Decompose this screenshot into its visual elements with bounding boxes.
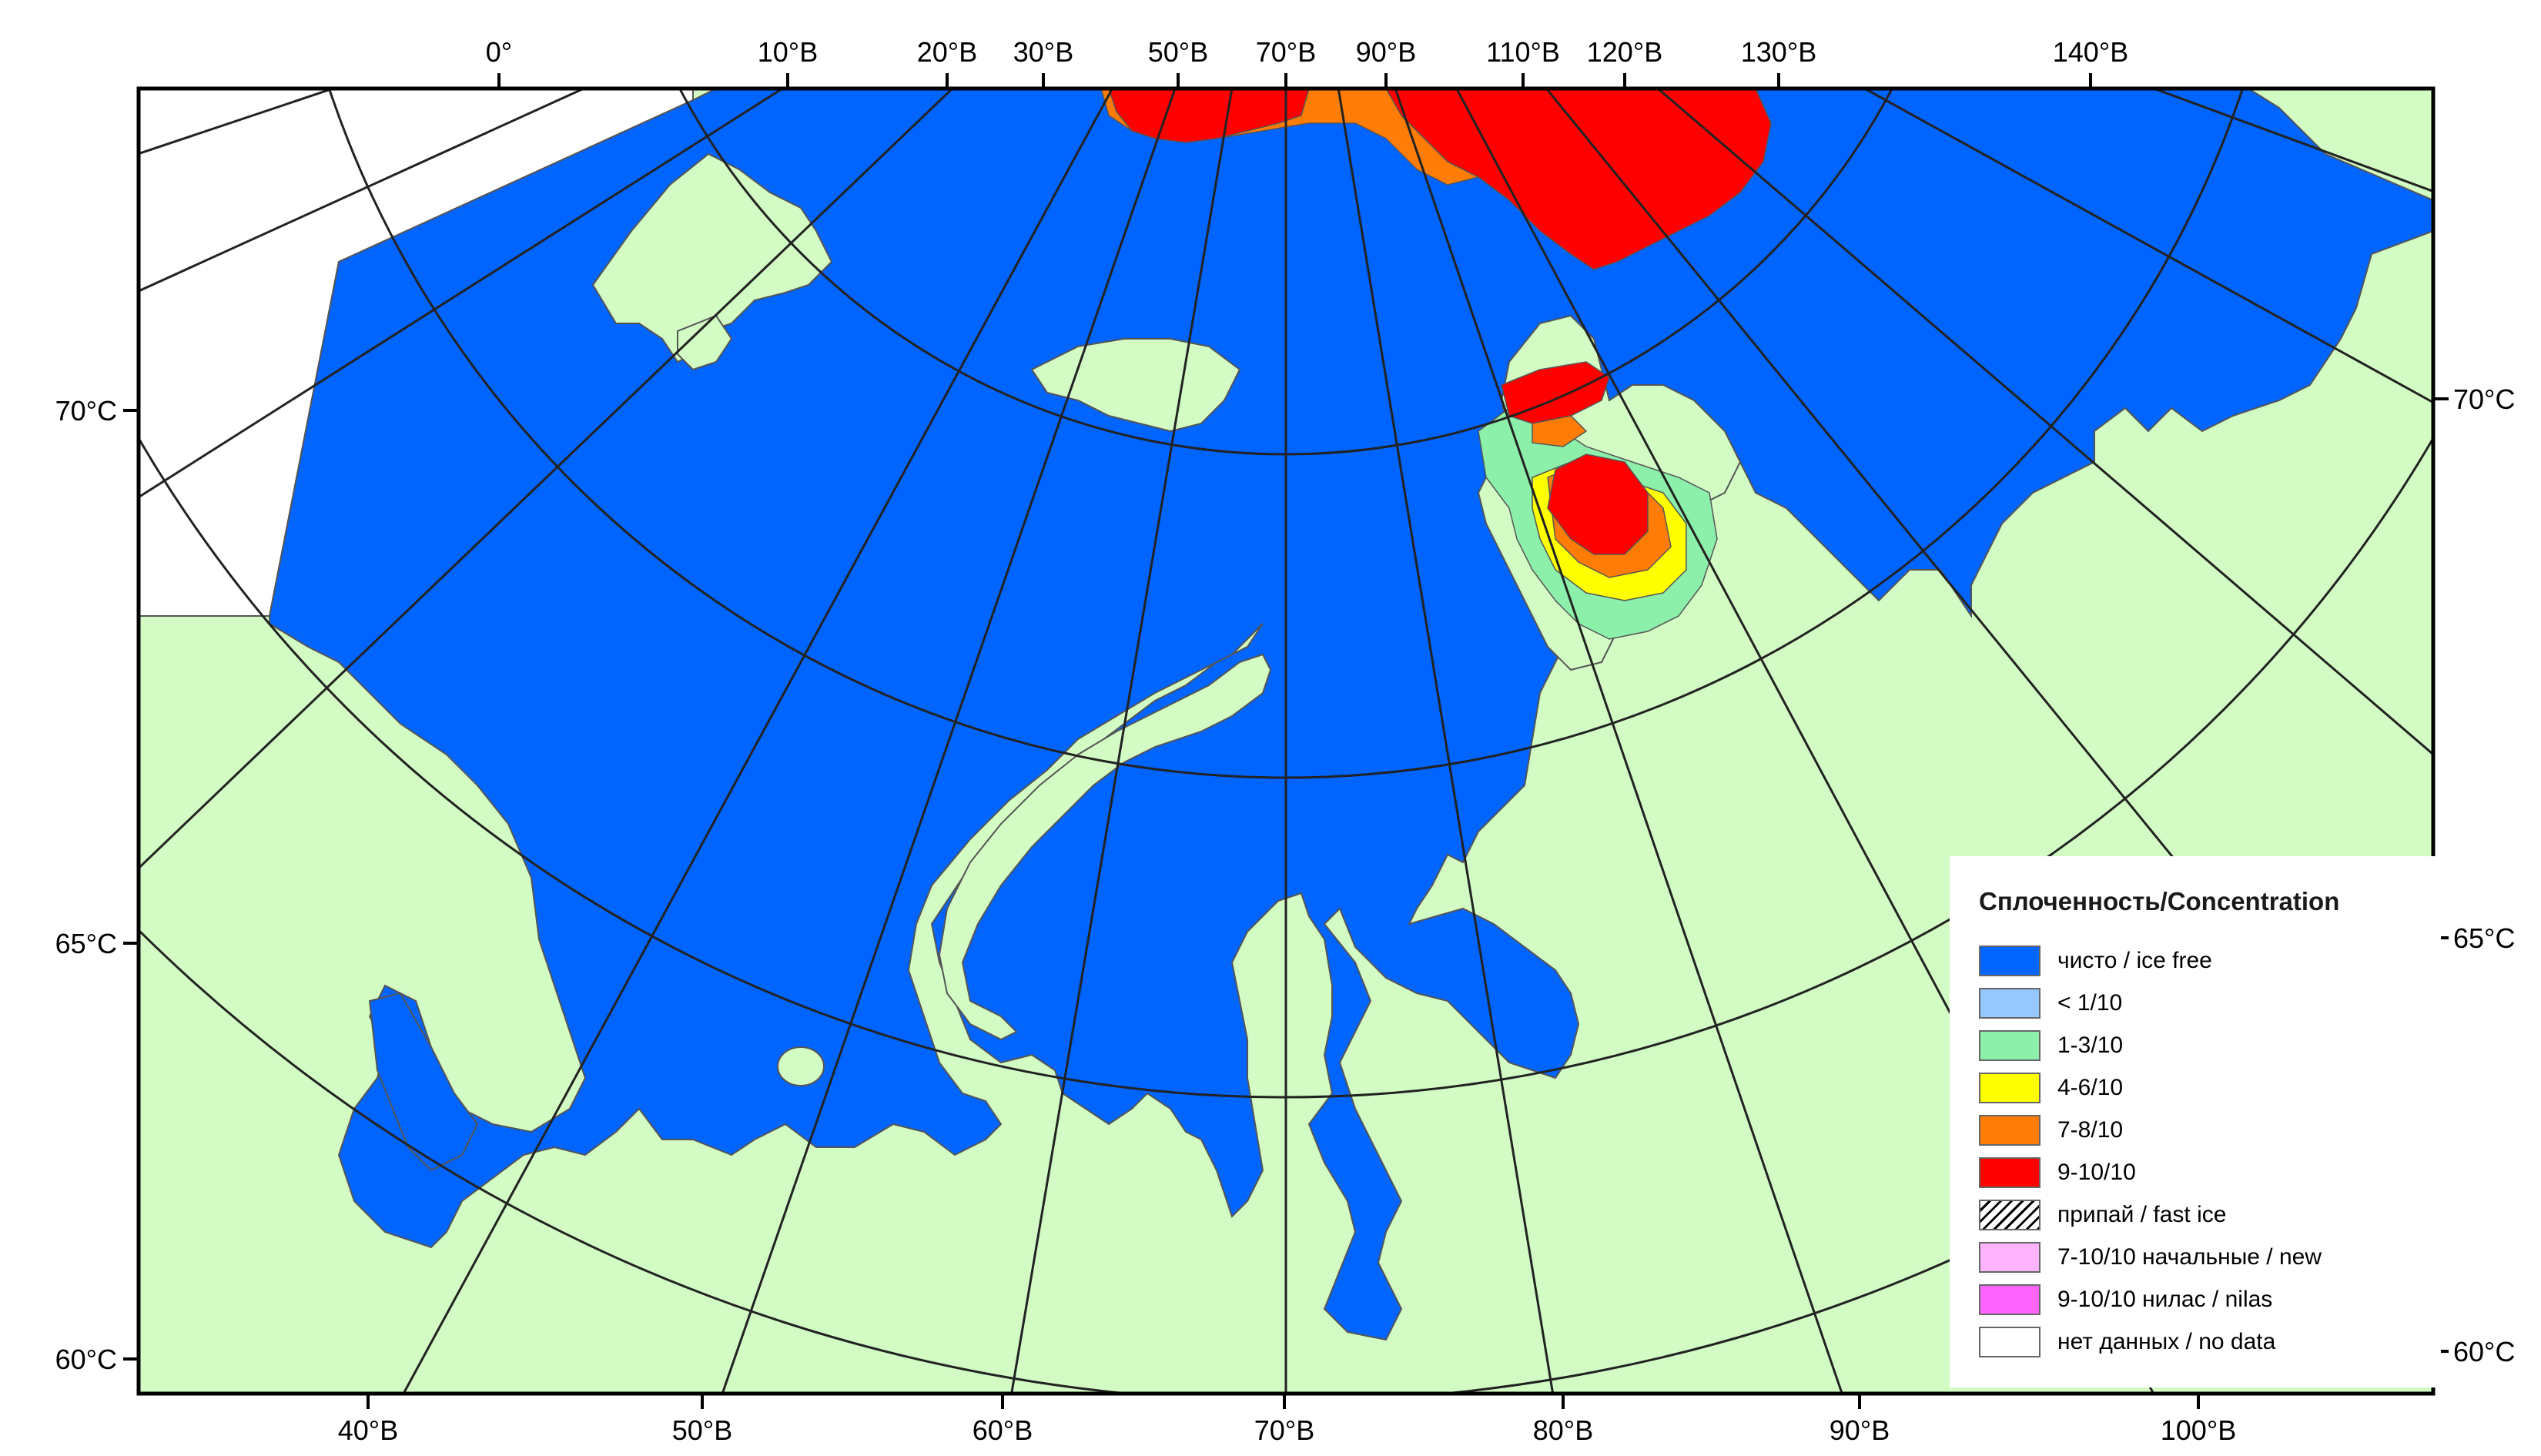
legend-title: Сплоченность/Concentration xyxy=(1979,887,2340,915)
legend-item-less-than-1: < 1/10 xyxy=(1979,982,2322,1024)
lon-label-bottom: 60°В xyxy=(973,1414,1033,1446)
lon-label-bottom: 90°В xyxy=(1830,1414,1890,1446)
legend-swatch xyxy=(1979,1156,2040,1188)
white-sea xyxy=(368,992,479,1172)
legend-item-4-6: 4-6/10 xyxy=(1979,1066,2322,1109)
arctic-pack-ice-red xyxy=(1108,89,1310,143)
legend-items: чисто / ice free < 1/10 1-3/10 4-6/10 7-… xyxy=(1979,939,2322,1363)
legend-label: нет данных / no data xyxy=(2057,1328,2276,1354)
legend-item-no-data: нет данных / no data xyxy=(1979,1320,2322,1363)
top-ticks xyxy=(497,73,2092,89)
legend-label: 1-3/10 xyxy=(2057,1032,2124,1058)
lon-label-top: 50°В xyxy=(1148,36,1208,68)
legend-item-7-8: 7-8/10 xyxy=(1979,1109,2322,1151)
legend: Сплоченность/Concentration чисто / ice f… xyxy=(1950,856,2441,1387)
lon-label-bottom: 40°В xyxy=(338,1414,398,1446)
legend-item-new-ice: 7-10/10 начальные / new xyxy=(1979,1236,2322,1278)
legend-swatch xyxy=(1979,987,2040,1019)
lon-label-top: 0° xyxy=(486,36,512,68)
legend-label: 9-10/10 xyxy=(2057,1159,2136,1185)
legend-item-1-3: 1-3/10 xyxy=(1979,1024,2322,1066)
ice-zone-north-patch-orange xyxy=(1532,415,1588,447)
legend-label: 9-10/10 нилас / nilas xyxy=(2057,1286,2273,1312)
legend-item-ice-free: чисто / ice free xyxy=(1979,939,2322,982)
legend-swatch xyxy=(1979,1072,2040,1103)
legend-label: 7-8/10 xyxy=(2057,1116,2124,1143)
legend-swatch-hatch xyxy=(1979,1199,2040,1230)
lat-label-left: 70°С xyxy=(55,395,117,427)
lon-label-top: 120°В xyxy=(1587,36,1662,68)
legend-swatch xyxy=(1979,1029,2040,1061)
legend-label: 4-6/10 xyxy=(2057,1074,2124,1100)
lon-label-top: 20°В xyxy=(917,36,977,68)
lon-label-top: 90°В xyxy=(1356,36,1416,68)
legend-item-fast-ice: припай / fast ice xyxy=(1979,1193,2322,1236)
lon-label-top: 70°В xyxy=(1256,36,1316,68)
lon-label-top: 110°В xyxy=(1486,36,1560,68)
novaya-zemlya xyxy=(938,653,1272,1041)
lat-label-right: 70°С xyxy=(2453,383,2515,415)
legend-swatch xyxy=(1979,1114,2040,1146)
lon-label-bottom: 80°В xyxy=(1533,1414,1593,1446)
sea-area xyxy=(269,89,2433,1341)
lon-label-top: 140°В xyxy=(2053,36,2128,68)
lon-label-top: 30°В xyxy=(1013,36,1073,68)
lat-label-right: 65°С xyxy=(2453,922,2515,954)
ice-zone-north-patch xyxy=(1501,361,1610,424)
kolguev-island xyxy=(777,1046,825,1086)
legend-label: < 1/10 xyxy=(2057,989,2123,1016)
bottom-ticks xyxy=(367,1394,2200,1409)
lon-label-top: 10°В xyxy=(758,36,818,68)
franz-josef-land xyxy=(1030,338,1241,433)
legend-swatch xyxy=(1979,1241,2040,1273)
legend-swatch xyxy=(1979,1326,2040,1357)
lon-label-top: 130°В xyxy=(1741,36,1816,68)
lon-label-bottom: 100°В xyxy=(2161,1414,2236,1446)
legend-label: чисто / ice free xyxy=(2057,947,2212,973)
parallel-lines xyxy=(139,89,2433,1394)
legend-item-nilas: 9-10/10 нилас / nilas xyxy=(1979,1278,2322,1320)
legend-swatch xyxy=(1979,1284,2040,1315)
lat-label-right: 60°С xyxy=(2453,1336,2515,1367)
legend-swatch xyxy=(1979,945,2040,976)
legend-label: 7-10/10 начальные / new xyxy=(2057,1243,2322,1270)
lon-label-bottom: 70°В xyxy=(1254,1414,1314,1446)
lat-label-left: 60°С xyxy=(55,1344,117,1375)
lat-label-left: 65°С xyxy=(55,928,117,959)
arctic-pack-ice-red-east xyxy=(1385,89,1772,270)
lon-label-bottom: 50°В xyxy=(672,1414,732,1446)
ice-zone-very-high-concentration xyxy=(1547,454,1649,555)
svalbard-island xyxy=(591,152,833,363)
legend-item-9-10: 9-10/10 xyxy=(1979,1151,2322,1193)
legend-label: припай / fast ice xyxy=(2057,1201,2227,1227)
